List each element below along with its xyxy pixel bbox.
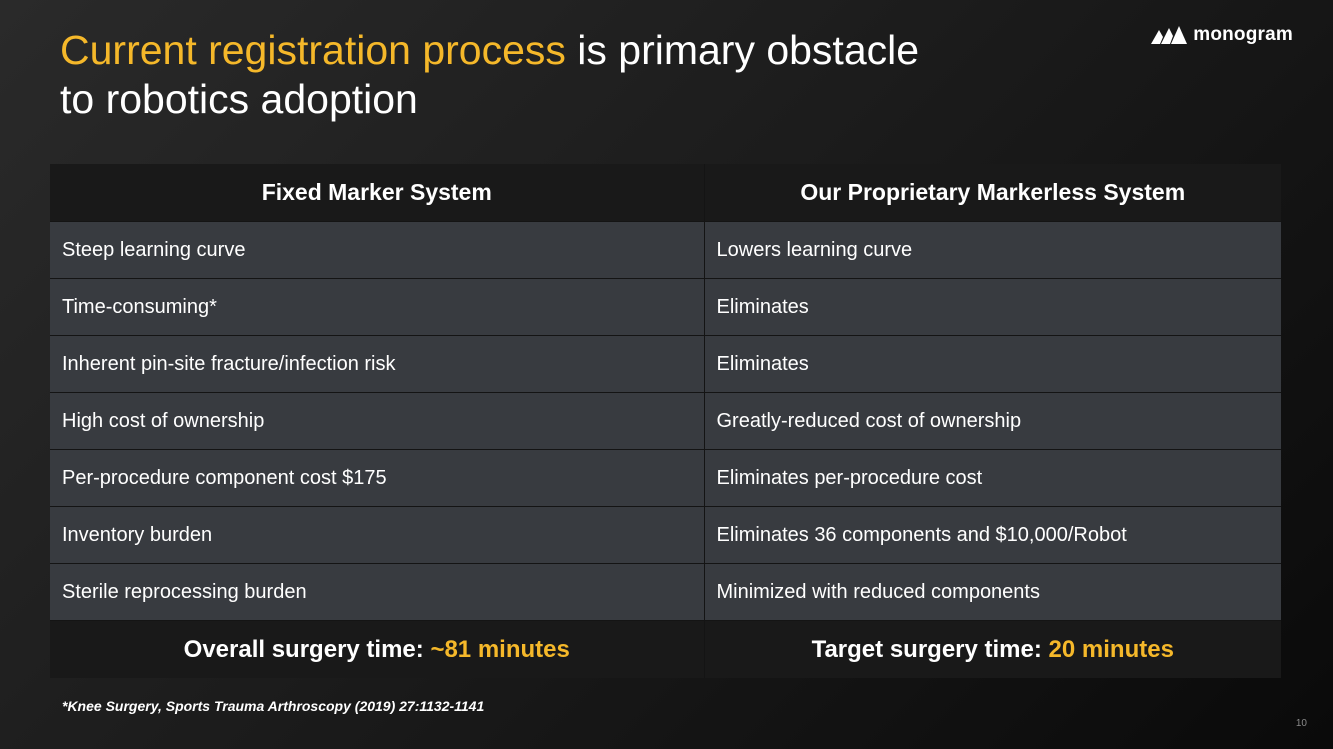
page-number: 10	[1295, 718, 1307, 729]
target-surgery-time: Target surgery time: 20 minutes	[703, 620, 1281, 678]
header-markerless: Our Proprietary Markerless System	[703, 164, 1281, 222]
title-highlight: Current registration process	[60, 27, 566, 73]
logo-text: monogram	[1193, 24, 1293, 45]
footnote-citation: *Knee Surgery, Sports Trauma Arthroscopy…	[62, 698, 485, 714]
overall-surgery-time-label: Overall surgery time:	[183, 635, 431, 663]
table-row: Time-consuming* Eliminates	[50, 278, 1281, 336]
monogram-logo: monogram	[1150, 24, 1293, 46]
table-row: Per-procedure component cost $175 Elimin…	[50, 449, 1281, 507]
fixed-marker-cell: Inherent pin-site fracture/infection ris…	[50, 335, 704, 393]
fixed-marker-cell: High cost of ownership	[50, 392, 704, 450]
fixed-marker-cell: Per-procedure component cost $175	[50, 449, 704, 507]
fixed-marker-cell: Sterile reprocessing burden	[50, 563, 704, 621]
target-surgery-time-value: 20 minutes	[1048, 635, 1174, 663]
markerless-cell: Eliminates	[703, 335, 1281, 393]
fixed-marker-cell: Inventory burden	[50, 506, 704, 564]
table-row: Inventory burden Eliminates 36 component…	[50, 506, 1281, 564]
target-surgery-time-label: Target surgery time:	[811, 635, 1049, 663]
overall-surgery-time: Overall surgery time: ~81 minutes	[50, 620, 704, 678]
table-footer-row: Overall surgery time: ~81 minutes Target…	[50, 620, 1281, 678]
table-row: High cost of ownership Greatly-reduced c…	[50, 392, 1281, 450]
table-header-row: Fixed Marker System Our Proprietary Mark…	[50, 164, 1281, 222]
header-fixed-marker: Fixed Marker System	[50, 164, 704, 222]
monogram-logo-icon	[1151, 26, 1188, 44]
comparison-table: Fixed Marker System Our Proprietary Mark…	[50, 164, 1281, 678]
markerless-cell: Eliminates per-procedure cost	[703, 449, 1281, 507]
fixed-marker-cell: Steep learning curve	[50, 221, 704, 279]
markerless-cell: Minimized with reduced components	[703, 563, 1281, 621]
overall-surgery-time-value: ~81 minutes	[430, 635, 570, 663]
table-row: Steep learning curve Lowers learning cur…	[50, 221, 1281, 279]
markerless-cell: Lowers learning curve	[703, 221, 1281, 279]
markerless-cell: Eliminates	[703, 278, 1281, 336]
fixed-marker-cell: Time-consuming*	[50, 278, 704, 336]
markerless-cell: Greatly-reduced cost of ownership	[703, 392, 1281, 450]
table-row: Inherent pin-site fracture/infection ris…	[50, 335, 1281, 393]
markerless-cell: Eliminates 36 components and $10,000/Rob…	[703, 506, 1281, 564]
slide-title: Current registration process is primary …	[60, 26, 960, 124]
table-row: Sterile reprocessing burden Minimized wi…	[50, 563, 1281, 621]
title-rest: is primary obstacle to robotics adoption	[60, 27, 920, 122]
